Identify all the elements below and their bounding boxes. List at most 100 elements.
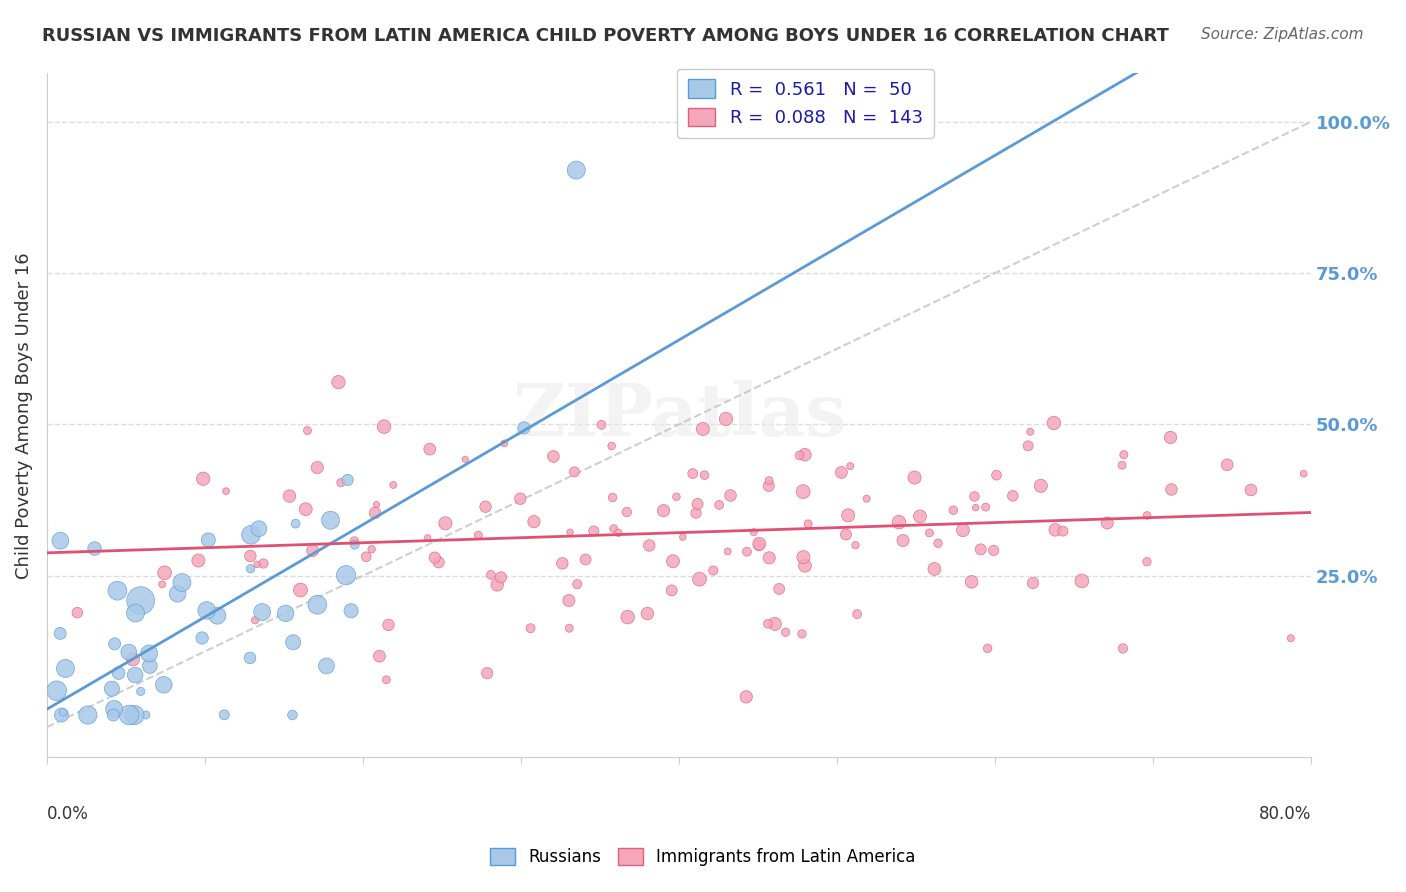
Point (118, 708, 141, 723)
Point (454, 452, 477, 467)
Point (1070, 574, 1092, 588)
Point (283, 635, 305, 649)
Point (976, 641, 998, 656)
Point (551, 557, 574, 571)
Point (582, 524, 605, 538)
Point (486, 578, 509, 592)
Point (124, 668, 146, 682)
Point (523, 515, 546, 529)
Point (974, 500, 997, 514)
Point (983, 543, 1005, 558)
Point (76, 708, 98, 723)
Point (479, 567, 502, 582)
Point (124, 606, 146, 620)
Point (837, 508, 859, 523)
Point (638, 539, 661, 553)
Point (343, 538, 366, 552)
Point (602, 522, 624, 536)
Point (215, 484, 238, 499)
Point (558, 525, 581, 540)
Point (1240, 483, 1263, 497)
Point (474, 500, 496, 514)
Point (942, 503, 965, 517)
Point (891, 533, 914, 548)
Point (105, 583, 128, 598)
Point (66, 606, 89, 620)
Point (434, 516, 457, 531)
Point (207, 608, 229, 623)
Point (153, 566, 176, 580)
Point (591, 417, 613, 432)
Point (1292, 467, 1315, 481)
Point (564, 465, 586, 479)
Point (1111, 458, 1133, 473)
Point (83, 541, 105, 556)
Point (513, 421, 536, 435)
Point (846, 607, 869, 621)
Point (662, 554, 685, 568)
Point (748, 538, 770, 552)
Point (960, 574, 983, 589)
Point (103, 702, 125, 716)
Point (1045, 523, 1067, 537)
Point (1043, 416, 1066, 430)
Point (1017, 439, 1039, 453)
Point (672, 530, 695, 544)
Point (382, 478, 405, 492)
Point (1216, 458, 1239, 472)
Point (239, 549, 262, 563)
Point (301, 543, 323, 558)
Point (686, 497, 709, 511)
Point (839, 459, 862, 474)
Point (693, 468, 716, 483)
Point (558, 593, 581, 607)
Point (366, 498, 388, 512)
Point (191, 472, 214, 486)
Point (150, 577, 173, 591)
Point (124, 708, 146, 723)
Point (963, 490, 986, 504)
Point (797, 516, 820, 531)
Point (685, 506, 707, 520)
Point (315, 659, 337, 673)
Point (855, 491, 877, 506)
Point (665, 490, 688, 504)
Point (714, 412, 737, 426)
Point (558, 621, 581, 635)
Point (986, 468, 1008, 483)
Point (375, 673, 398, 687)
Point (129, 684, 152, 698)
Point (887, 515, 910, 529)
Point (1160, 430, 1182, 444)
Point (835, 527, 858, 541)
Point (688, 572, 710, 586)
Point (574, 552, 596, 566)
Point (1022, 576, 1045, 591)
Point (636, 607, 658, 621)
Point (1136, 508, 1159, 523)
Point (927, 536, 949, 550)
Point (602, 491, 624, 505)
Point (844, 538, 866, 552)
Point (423, 550, 446, 565)
Point (790, 627, 813, 641)
Point (789, 449, 811, 463)
Point (170, 575, 193, 590)
Point (970, 542, 993, 557)
Point (274, 607, 297, 621)
Point (427, 555, 450, 569)
Point (239, 651, 262, 665)
Point (246, 558, 269, 572)
Point (717, 544, 740, 558)
Point (118, 645, 141, 659)
Point (416, 531, 439, 545)
Point (792, 484, 814, 499)
Point (1112, 641, 1135, 656)
Point (284, 516, 307, 531)
Point (139, 659, 162, 673)
Point (1112, 448, 1135, 462)
Point (707, 498, 730, 512)
Point (191, 631, 214, 645)
Point (543, 450, 565, 464)
Point (122, 652, 145, 666)
